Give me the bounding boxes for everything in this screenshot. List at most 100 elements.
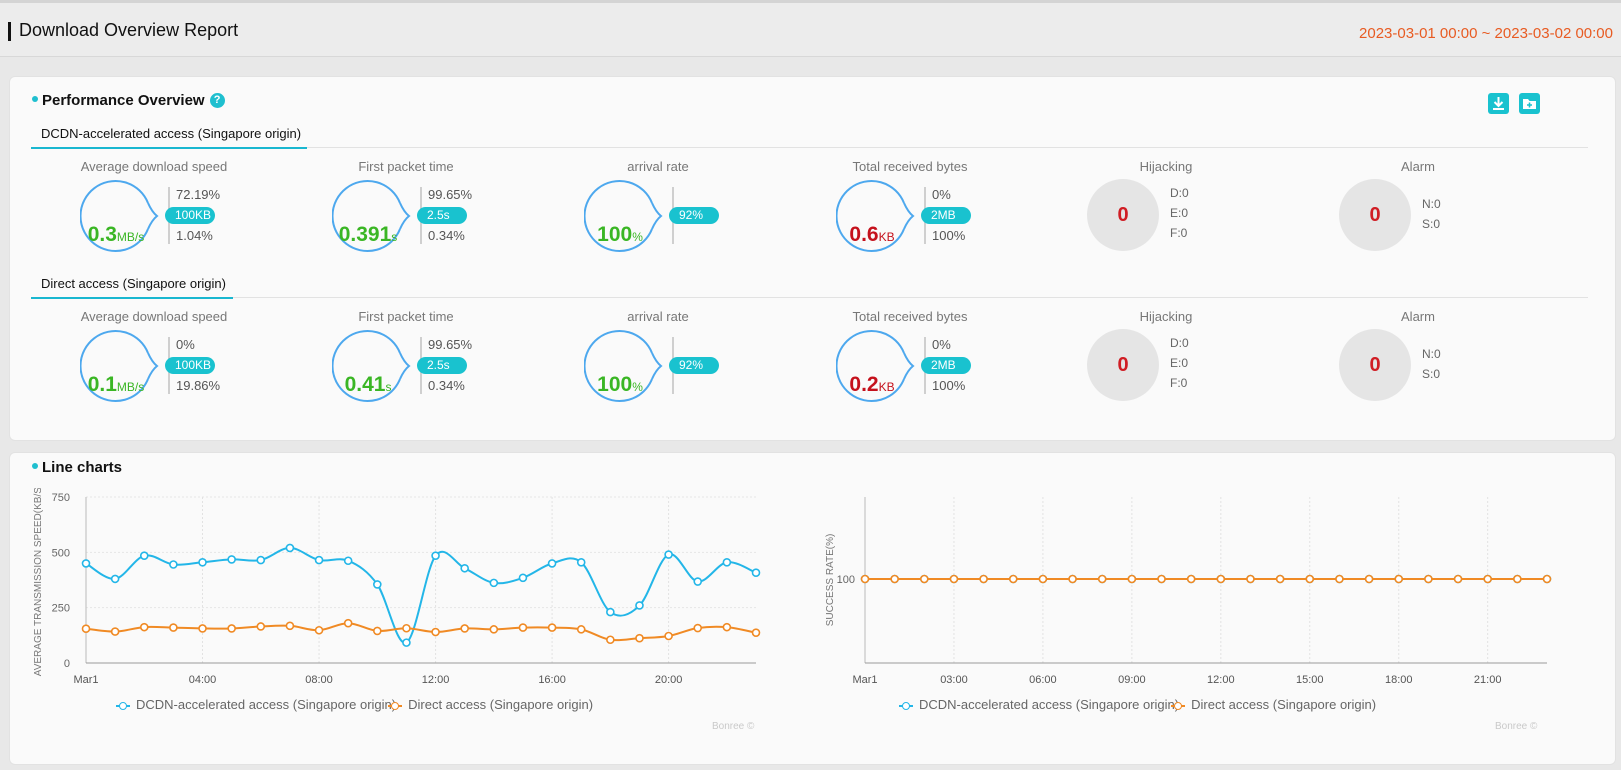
- hijack-breakdown: D:0 E:0 F:0: [1170, 183, 1189, 243]
- metric-number: 0.2: [849, 373, 879, 396]
- metric-number: 0.391: [338, 223, 392, 246]
- group-tab-0[interactable]: DCDN-accelerated access (Singapore origi…: [31, 126, 307, 149]
- hijack-f: F:0: [1170, 226, 1188, 240]
- data-point: [431, 551, 440, 560]
- data-point: [285, 543, 295, 553]
- metric-value: 0.2KB: [836, 349, 908, 423]
- data-point: [1157, 574, 1166, 584]
- alarm-n: N:0: [1422, 347, 1441, 361]
- data-point: [635, 633, 644, 643]
- metric-value: 0.391s: [332, 199, 404, 273]
- folder-plus-icon[interactable]: [1519, 93, 1540, 114]
- data-point: [1513, 574, 1522, 584]
- y-tick-label: 0: [64, 658, 70, 670]
- legend-label-direct: Direct access (Singapore origin): [1191, 697, 1377, 712]
- hijack-e: E:0: [1170, 356, 1189, 370]
- y-tick-label: 250: [52, 603, 70, 615]
- data-point: [518, 573, 528, 583]
- metric-speed: Average download speed 0.1MB/s 0% 19.86% 100…: [74, 309, 274, 439]
- metric-gauge: 0.3MB/s: [80, 179, 159, 252]
- data-point: [979, 574, 988, 584]
- x-tick-label: 03:00: [940, 674, 968, 686]
- question-circle-icon[interactable]: ?: [209, 92, 225, 108]
- x-tick-label: 12:00: [422, 674, 450, 686]
- download-icon[interactable]: [1488, 93, 1509, 114]
- metric-label: First packet time: [358, 309, 454, 324]
- above-threshold-pct: 72.19%: [176, 187, 221, 202]
- x-tick-label: 18:00: [1385, 674, 1413, 686]
- metric-first-packet: First packet time 0.41s 99.65% 0.34% 2.5s: [326, 309, 526, 439]
- hijack-d: D:0: [1170, 336, 1189, 350]
- y-axis-label: AVERAGE TRANSMISSION SPEED(KB/S): [33, 488, 44, 676]
- y-axis-label: SUCCESS RATE(%): [825, 534, 836, 627]
- metric-gauge: 0.6KB: [836, 179, 915, 252]
- legend-label-dcdn: DCDN-accelerated access (Singapore origi…: [136, 697, 397, 712]
- data-point: [1008, 574, 1018, 584]
- below-threshold-pct: 100%: [932, 228, 966, 243]
- legend-item-dcdn[interactable]: DCDN-accelerated access (Singapore origi…: [899, 697, 1179, 712]
- data-point: [402, 638, 411, 647]
- metric-hijacking: Hijacking 0 D:0 E:0 F:0: [1086, 159, 1286, 289]
- count-circle: 0: [1087, 179, 1159, 251]
- group-tab-bar: Direct access (Singapore origin): [31, 271, 1588, 299]
- group-tab-bar: DCDN-accelerated access (Singapore origi…: [31, 121, 1588, 149]
- metric-value: 100%: [584, 199, 656, 273]
- y-tick-label: 750: [52, 492, 70, 504]
- group-tab-1[interactable]: Direct access (Singapore origin): [31, 276, 233, 299]
- data-point: [1097, 574, 1107, 584]
- threshold-badge: 2MB: [921, 207, 971, 224]
- x-tick-label: Mar1: [73, 674, 98, 686]
- data-point: [198, 624, 207, 633]
- metric-label: arrival rate: [627, 159, 689, 174]
- chart-credit: Bonree ©: [712, 721, 755, 732]
- performance-title-text: Performance Overview: [42, 92, 205, 109]
- legend-marker-icon: [388, 701, 403, 711]
- data-point: [227, 624, 236, 633]
- data-point: [1364, 574, 1374, 584]
- data-point: [606, 607, 615, 617]
- metric-bytes: Total received bytes 0.2KB 0% 100% 2MB: [830, 309, 1030, 439]
- metric-gauge: 0.2KB: [836, 329, 915, 402]
- below-threshold-pct: 0.34%: [428, 378, 465, 393]
- hijack-f: F:0: [1170, 376, 1188, 390]
- legend-item-direct[interactable]: Direct access (Singapore origin): [388, 697, 593, 712]
- data-point: [1246, 574, 1255, 584]
- metric-label: Alarm: [1401, 309, 1435, 324]
- above-threshold-pct: 0%: [932, 187, 951, 202]
- metric-value: 100%: [584, 349, 656, 423]
- data-point: [1424, 574, 1433, 584]
- data-point: [343, 556, 353, 566]
- below-threshold-pct: 1.04%: [176, 228, 213, 243]
- metric-label: Hijacking: [1139, 159, 1193, 174]
- legend-label-dcdn: DCDN-accelerated access (Singapore origi…: [919, 697, 1180, 712]
- legend-marker-icon: [116, 701, 130, 711]
- metric-alarm: Alarm 0 N:0 S:0: [1338, 159, 1538, 289]
- metric-unit: %: [632, 380, 643, 394]
- data-point: [460, 624, 469, 633]
- metric-gauge: 0.41s: [332, 329, 411, 402]
- metric-label: Average download speed: [80, 309, 228, 324]
- date-range[interactable]: 2023-03-01 00:00 ~ 2023-03-02 00:00: [1359, 25, 1613, 42]
- count-circle: 0: [1339, 329, 1411, 401]
- legend-item-direct[interactable]: Direct access (Singapore origin): [1171, 697, 1377, 712]
- metric-unit: %: [632, 230, 643, 244]
- above-threshold-pct: 0%: [932, 337, 951, 352]
- data-point: [198, 557, 207, 567]
- data-point: [489, 625, 499, 634]
- metric-unit: KB: [878, 380, 895, 394]
- x-tick-label: 15:00: [1296, 674, 1324, 686]
- data-point: [576, 557, 586, 567]
- performance-section-title: Performance Overview?: [32, 92, 225, 109]
- data-point: [110, 574, 120, 584]
- x-tick-label: 21:00: [1474, 674, 1502, 686]
- alarm-n: N:0: [1422, 197, 1441, 211]
- success-rate-line-chart: 100 Mar1 03:00 06:00 09:00 12:00 15:00 18:00 21:…: [825, 497, 1552, 686]
- x-tick-label: 12:00: [1207, 674, 1235, 686]
- metric-gauge: 0.1MB/s: [80, 329, 159, 402]
- legend-item-dcdn[interactable]: DCDN-accelerated access (Singapore origi…: [116, 697, 396, 712]
- metric-value: 0.1MB/s: [80, 349, 152, 423]
- above-threshold-pct: 0%: [176, 337, 195, 352]
- line-charts-section-title: Line charts: [32, 459, 122, 476]
- data-point: [256, 622, 266, 631]
- data-point: [1216, 574, 1226, 584]
